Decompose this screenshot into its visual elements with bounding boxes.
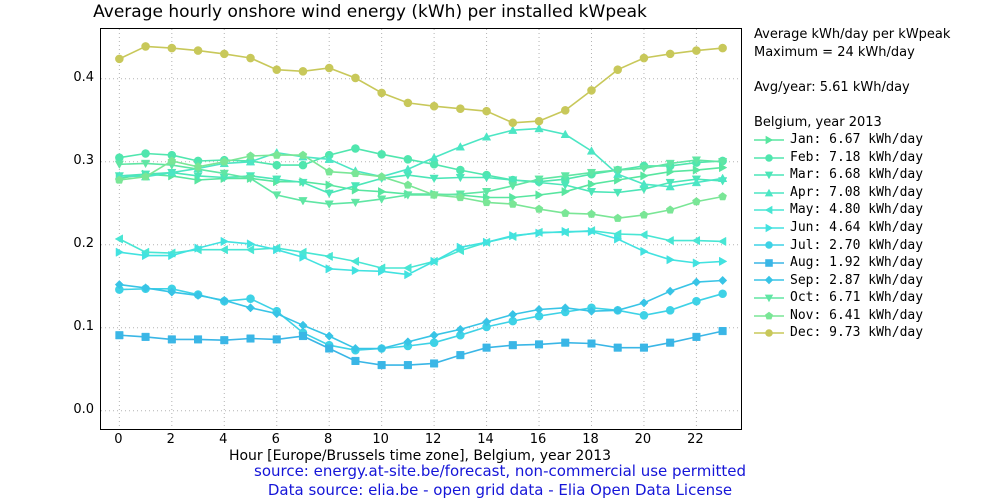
- legend-marker-icon: [754, 168, 784, 182]
- x-tick-label: 12: [421, 432, 445, 447]
- legend-item-label: Dec: 9.73 kWh/day: [790, 324, 923, 342]
- legend-item-may: May: 4.80 kWh/day: [754, 201, 994, 219]
- legend-item-label: Jan: 6.67 kWh/day: [790, 131, 923, 149]
- legend-marker-icon: [754, 273, 784, 287]
- legend-item-nov: Nov: 6.41 kWh/day: [754, 307, 994, 325]
- x-tick-label: 16: [526, 432, 550, 447]
- y-tick-label: 0.1: [64, 319, 94, 334]
- y-tick-label: 0.3: [64, 153, 94, 168]
- x-tick-label: 8: [316, 432, 340, 447]
- legend-item-oct: Oct: 6.71 kWh/day: [754, 289, 994, 307]
- legend-item-label: Feb: 7.18 kWh/day: [790, 149, 923, 167]
- legend-item-jan: Jan: 6.67 kWh/day: [754, 131, 994, 149]
- series-dec: [116, 43, 727, 127]
- x-tick-label: 18: [578, 432, 602, 447]
- x-tick-label: 22: [683, 432, 707, 447]
- legend-marker-icon: [754, 151, 784, 165]
- x-tick-label: 2: [159, 432, 183, 447]
- legend-marker-icon: [754, 256, 784, 270]
- legend-item-feb: Feb: 7.18 kWh/day: [754, 149, 994, 167]
- legend-item-label: May: 4.80 kWh/day: [790, 201, 923, 219]
- chart-title: Average hourly onshore wind energy (kWh)…: [0, 2, 740, 22]
- legend-item-jul: Jul: 2.70 kWh/day: [754, 237, 994, 255]
- y-tick-label: 0.2: [64, 236, 94, 251]
- legend-item-label: Nov: 6.41 kWh/day: [790, 307, 923, 325]
- series-sep: [115, 276, 727, 352]
- legend-header-2: Maximum = 24 kWh/day: [754, 44, 994, 62]
- legend-item-label: Apr: 7.08 kWh/day: [790, 184, 923, 202]
- legend-marker-icon: [754, 133, 784, 147]
- legend-item-dec: Dec: 9.73 kWh/day: [754, 324, 994, 342]
- legend-marker-icon: [754, 186, 784, 200]
- legend: Average kWh/day per kWpeak Maximum = 24 …: [754, 26, 994, 342]
- y-tick-label: 0.4: [64, 70, 94, 85]
- legend-item-apr: Apr: 7.08 kWh/day: [754, 184, 994, 202]
- series-may: [115, 226, 726, 272]
- plot-area: [100, 28, 742, 430]
- legend-item-mar: Mar: 6.68 kWh/day: [754, 166, 994, 184]
- legend-item-aug: Aug: 1.92 kWh/day: [754, 254, 994, 272]
- legend-header-1: Average kWh/day per kWpeak: [754, 26, 994, 44]
- source-line-2: Data source: elia.be - open grid data - …: [268, 481, 732, 499]
- source-attribution: source: energy.at-site.be/forecast, non-…: [0, 462, 1000, 500]
- legend-marker-icon: [754, 291, 784, 305]
- chart-svg: [101, 29, 741, 429]
- x-tick-label: 4: [211, 432, 235, 447]
- series-mar: [115, 169, 727, 197]
- y-tick-label: 0.0: [64, 402, 94, 417]
- legend-marker-icon: [754, 309, 784, 323]
- legend-item-label: Mar: 6.68 kWh/day: [790, 166, 923, 184]
- legend-avg: Avg/year: 5.61 kWh/day: [754, 79, 994, 97]
- legend-marker-icon: [754, 238, 784, 252]
- legend-spacer: [754, 61, 994, 79]
- legend-marker-icon: [754, 221, 784, 235]
- legend-item-label: Sep: 2.87 kWh/day: [790, 272, 923, 290]
- legend-item-label: Jul: 2.70 kWh/day: [790, 237, 923, 255]
- x-tick-label: 6: [264, 432, 288, 447]
- series-aug: [116, 327, 727, 369]
- legend-item-label: Aug: 1.92 kWh/day: [790, 254, 923, 272]
- x-tick-label: 14: [474, 432, 498, 447]
- legend-item-label: Oct: 6.71 kWh/day: [790, 289, 923, 307]
- legend-item-sep: Sep: 2.87 kWh/day: [754, 272, 994, 290]
- series-jul: [116, 285, 727, 354]
- x-tick-label: 20: [631, 432, 655, 447]
- source-line-1: source: energy.at-site.be/forecast, non-…: [254, 462, 746, 480]
- legend-country: Belgium, year 2013: [754, 114, 994, 132]
- legend-spacer: [754, 96, 994, 114]
- legend-marker-icon: [754, 203, 784, 217]
- legend-marker-icon: [754, 326, 784, 340]
- legend-item-jun: Jun: 4.64 kWh/day: [754, 219, 994, 237]
- x-tick-label: 0: [106, 432, 130, 447]
- legend-item-label: Jun: 4.64 kWh/day: [790, 219, 923, 237]
- x-tick-label: 10: [369, 432, 393, 447]
